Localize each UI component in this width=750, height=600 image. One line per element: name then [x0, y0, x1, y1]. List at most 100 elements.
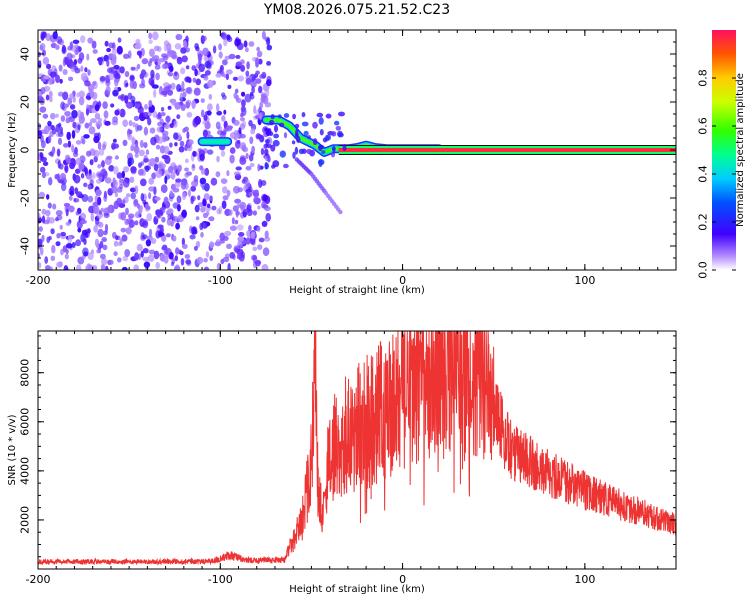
y-tick-label: 6000 — [19, 408, 32, 436]
noise-blob — [202, 222, 207, 228]
noise-blob — [67, 97, 73, 105]
noise-blob — [44, 256, 49, 264]
noise-blob — [154, 156, 160, 163]
noise-blob — [46, 216, 50, 223]
noise-blob — [233, 171, 241, 177]
noise-blob — [227, 84, 232, 89]
noise-blob — [107, 259, 114, 265]
noise-blob — [176, 204, 181, 212]
noise-blob — [170, 162, 177, 170]
noise-blob — [41, 208, 47, 215]
noise-blob — [246, 61, 250, 70]
noise-blob — [186, 131, 190, 140]
noise-blob — [169, 142, 173, 148]
noise-blob — [124, 218, 130, 226]
noise-blob — [129, 79, 135, 89]
noise-blob — [60, 231, 66, 237]
noise-blob — [89, 90, 95, 99]
noise-blob — [100, 160, 105, 168]
noise-blob — [191, 100, 196, 109]
noise-blob — [221, 200, 227, 209]
noise-blob — [181, 80, 185, 90]
noise-blob — [202, 212, 209, 219]
noise-blob — [165, 115, 171, 123]
snr-y-axis-label: SNR (10 * v/v) — [7, 414, 18, 485]
noise-blob — [103, 190, 107, 199]
noise-blob — [48, 90, 53, 98]
noise-blob — [157, 46, 162, 52]
noise-blob — [97, 141, 102, 150]
carrier-band-core — [338, 148, 676, 152]
noise-blob — [80, 233, 86, 243]
noise-blob — [264, 206, 271, 212]
transition-blob — [277, 114, 282, 119]
noise-blob — [39, 106, 47, 113]
noise-blob — [220, 150, 226, 157]
noise-blob — [41, 171, 47, 179]
noise-blob — [128, 219, 135, 228]
noise-blob — [57, 137, 63, 145]
noise-blob — [145, 165, 150, 172]
noise-blob — [186, 111, 193, 118]
chart-title: YM08.2026.075.21.52.C23 — [263, 2, 450, 18]
noise-blob — [38, 212, 41, 219]
snr-x-axis-label: Height of straight line (km) — [289, 584, 425, 595]
noise-blob — [203, 182, 210, 192]
noise-blob — [129, 176, 135, 183]
noise-blob — [153, 250, 160, 260]
noise-blob — [195, 78, 202, 86]
noise-blob — [202, 35, 207, 42]
transition-blob — [322, 137, 328, 143]
transition-blob — [265, 140, 269, 147]
noise-blob — [180, 258, 185, 266]
noise-blob — [205, 251, 210, 258]
noise-blob — [63, 265, 69, 270]
noise-blob — [84, 67, 88, 73]
noise-blob — [159, 118, 164, 125]
transition-blob — [319, 129, 324, 136]
transition-blob — [325, 113, 332, 119]
noise-blob — [181, 209, 187, 218]
noise-blob — [152, 110, 158, 118]
noise-blob — [237, 75, 245, 82]
noise-blob — [167, 213, 171, 220]
noise-blob — [111, 66, 115, 74]
noise-blob — [117, 241, 122, 247]
noise-blob — [200, 98, 205, 103]
noise-blob — [90, 118, 97, 124]
noise-blob — [80, 135, 85, 144]
noise-blob — [238, 232, 245, 237]
noise-blob — [221, 115, 226, 122]
noise-blob — [203, 266, 210, 270]
noise-blob — [161, 53, 168, 58]
transition-blob — [301, 121, 309, 127]
noise-blob — [77, 109, 82, 119]
weak-spectral-trace — [294, 157, 343, 215]
noise-blob — [117, 37, 122, 43]
noise-blob — [200, 109, 205, 118]
noise-blob — [39, 45, 43, 51]
noise-blob — [264, 89, 270, 97]
noise-blob — [61, 44, 66, 54]
noise-blob — [105, 85, 111, 95]
noise-blob — [98, 56, 103, 66]
noise-blob — [241, 91, 246, 97]
noise-blob — [114, 109, 120, 116]
x-tick-label: -100 — [208, 274, 233, 287]
noise-blob — [59, 224, 63, 230]
transition-blob — [270, 144, 276, 152]
noise-blob — [119, 183, 124, 190]
colorbar-ticks: 0.0 0.2 0.4 0.6 0.8 — [697, 69, 736, 279]
noise-blob — [163, 248, 169, 255]
noise-blob — [111, 120, 119, 126]
noise-blob — [55, 113, 59, 118]
noise-blob — [39, 152, 44, 159]
noise-blob — [190, 185, 196, 192]
noise-blob — [110, 186, 118, 194]
noise-blob — [220, 31, 227, 40]
noise-blob — [176, 56, 183, 65]
noise-blob — [156, 126, 163, 133]
noise-blob — [248, 120, 253, 127]
noise-blob — [180, 103, 186, 112]
